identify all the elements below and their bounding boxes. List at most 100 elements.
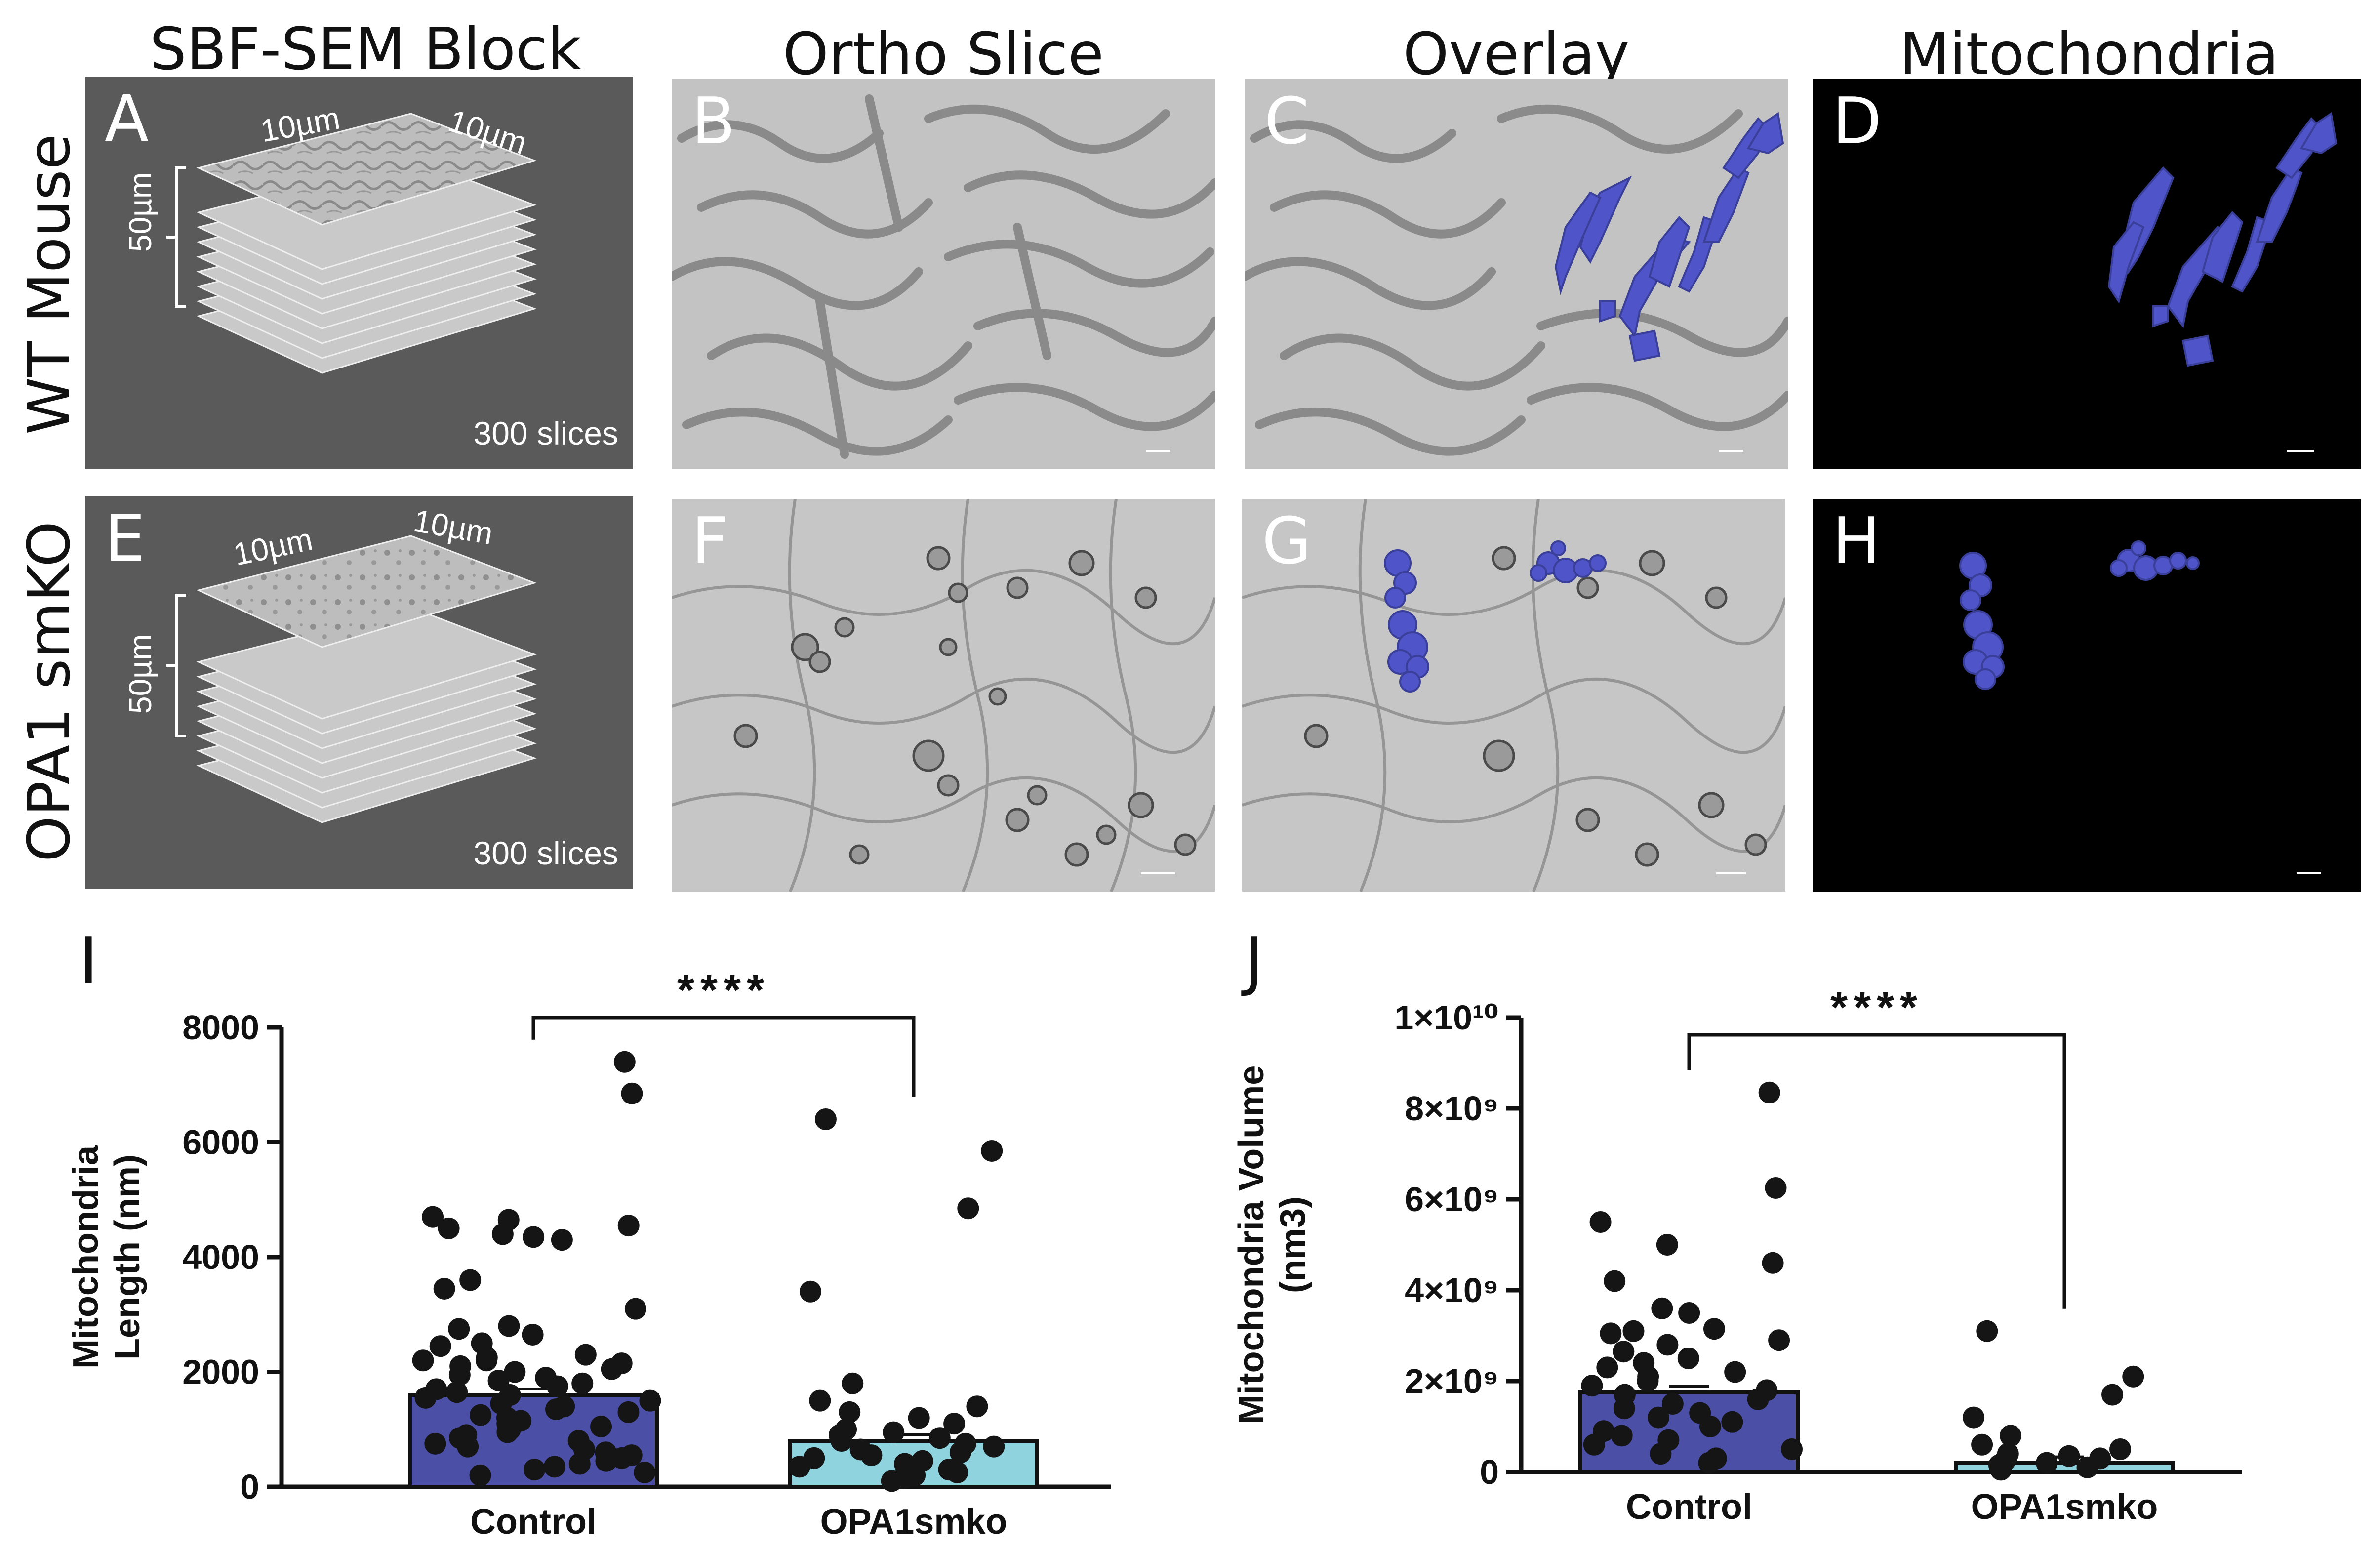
data-point (1758, 1081, 1780, 1103)
data-point (928, 1427, 951, 1449)
panel-c-overlay: C (1245, 79, 1788, 469)
stacked-slices (196, 535, 537, 823)
data-point (2036, 1452, 2058, 1474)
mito-3d-opa1-overlay (1384, 540, 1607, 693)
data-point (1721, 1411, 1743, 1433)
panel-letter-f: F (691, 503, 728, 578)
x-tick-label: OPA1smko (820, 1502, 1008, 1542)
data-point (546, 1375, 568, 1397)
block-slices: 300 slices (473, 835, 619, 871)
y-tick-label: 8×10⁹ (1405, 1089, 1499, 1128)
data-point (2122, 1365, 2144, 1388)
mito-3d-opa1 (1959, 540, 2200, 690)
data-point (504, 1361, 526, 1383)
data-point (1963, 1406, 1985, 1429)
data-point (881, 1470, 903, 1492)
y-tick-label: 2000 (182, 1353, 259, 1391)
stacked-slices (196, 113, 537, 374)
block-dim-z: 50µm (122, 634, 158, 714)
block-dim-z: 50µm (122, 172, 158, 252)
data-point (799, 1280, 821, 1303)
scale-bar (1141, 872, 1175, 874)
chart-j-mito-volume: 0 2×10⁹ 4×10⁹ 6×10⁹ 8×10⁹ 1×10¹⁰ Mitochondria … (1232, 983, 2242, 1527)
data-point (883, 1421, 905, 1443)
scale-bar (2287, 450, 2314, 452)
panel-letter-b: B (691, 83, 736, 159)
data-point (981, 1140, 1003, 1162)
data-point (433, 1277, 455, 1300)
data-point (1747, 1388, 1769, 1410)
data-point (1781, 1438, 1803, 1460)
data-point (470, 1404, 492, 1426)
data-point (545, 1398, 567, 1421)
panel-letter-j: J (1245, 923, 1264, 998)
data-point (814, 1108, 837, 1130)
data-point (571, 1372, 594, 1394)
data-point (1976, 1320, 1998, 1342)
data-point (422, 1206, 444, 1228)
y-tick-label: 6×10⁹ (1405, 1180, 1499, 1219)
data-point (1583, 1433, 1605, 1456)
data-point (446, 1381, 468, 1403)
y-axis-label: Mitochondria Volume(nm3) (1232, 1065, 1313, 1425)
data-point (568, 1453, 591, 1475)
data-point (1613, 1397, 1635, 1420)
scale-bar (2297, 872, 2321, 874)
x-tick-label: Control (1626, 1487, 1752, 1527)
data-point (1698, 1452, 1720, 1474)
data-point (424, 1432, 446, 1455)
data-point (788, 1456, 810, 1478)
data-point (574, 1344, 597, 1366)
panel-letter-d: D (1832, 83, 1882, 159)
significance-label: **** (1830, 983, 1923, 1032)
panel-h-mitochondria: H (1813, 499, 2361, 892)
em-overlay-opa1 (1242, 499, 1785, 892)
data-point (1613, 1341, 1635, 1363)
y-axis-label-line: Mitochondria (66, 1145, 106, 1369)
y-tick-label: 6000 (182, 1123, 259, 1162)
data-point (957, 1197, 979, 1220)
data-point (1651, 1297, 1673, 1319)
data-point (551, 1229, 573, 1251)
data-point (1678, 1302, 1700, 1324)
data-point (617, 1215, 640, 1237)
data-point (496, 1421, 519, 1443)
column-title-block: SBF-SEM Block (149, 15, 582, 83)
panel-e-block: E 10µm 10µm 50µm 300 slices (85, 496, 633, 889)
x-tick-label: Control (470, 1502, 597, 1542)
data-point (438, 1217, 460, 1239)
data-point (1596, 1356, 1618, 1379)
data-point (543, 1456, 565, 1478)
data-point (412, 1349, 434, 1372)
data-point (1604, 1270, 1626, 1292)
z-bracket (166, 166, 186, 308)
data-point (1971, 1433, 1993, 1456)
data-point (983, 1435, 1005, 1458)
panel-letter-i: I (79, 923, 98, 998)
data-point (1600, 1322, 1622, 1345)
data-point (966, 1395, 988, 1418)
data-point (1611, 1425, 1633, 1447)
data-point (523, 1226, 545, 1248)
data-point (476, 1349, 498, 1372)
data-point (1699, 1416, 1721, 1437)
data-point (2076, 1456, 2098, 1478)
panel-f-ortho-slice: F (672, 499, 1215, 892)
data-point (1990, 1459, 2012, 1481)
data-point (1677, 1348, 1699, 1369)
data-point (1589, 1211, 1612, 1233)
mito-3d-wt-overlay (1554, 112, 1784, 362)
data-point (448, 1318, 470, 1340)
data-point (830, 1430, 852, 1452)
y-tick-label: 4×10⁹ (1405, 1271, 1499, 1309)
data-point (457, 1435, 479, 1458)
data-point (1650, 1443, 1672, 1465)
data-point (1656, 1334, 1679, 1356)
data-point (1622, 1320, 1645, 1342)
row-title-wt: WT Mouse (15, 133, 83, 435)
data-point (1648, 1406, 1670, 1429)
data-point (522, 1323, 544, 1346)
row-title-opa1: OPA1 smKO (15, 521, 83, 862)
panel-letter-c: C (1264, 83, 1309, 159)
x-tick-label: OPA1smko (1971, 1487, 2158, 1527)
